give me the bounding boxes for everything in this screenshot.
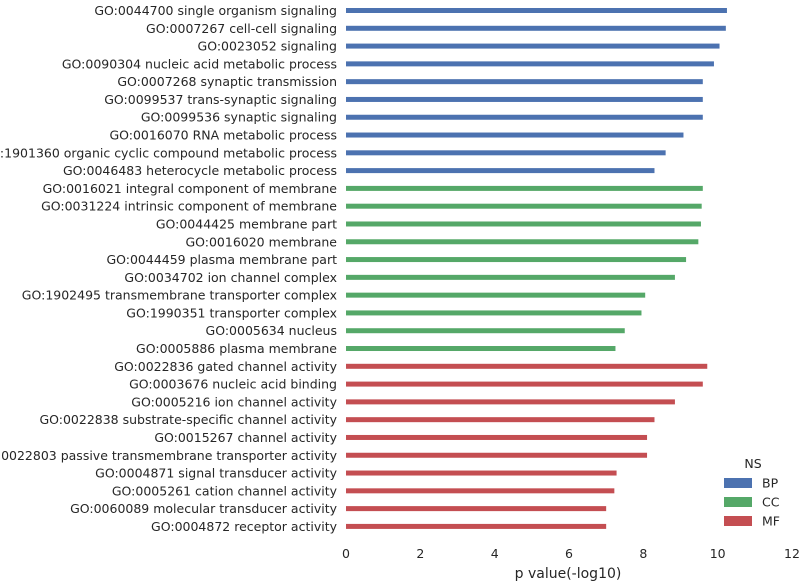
category-label: GO:0044459 plasma membrane part xyxy=(106,252,337,267)
legend-swatch xyxy=(724,516,752,526)
category-label: GO:0004872 receptor activity xyxy=(151,519,338,534)
bar-cc xyxy=(346,328,625,334)
category-label: GO:0031224 intrinsic component of membra… xyxy=(41,199,337,214)
bar-cc xyxy=(346,346,616,352)
category-label: GO:0022838 substrate-specific channel ac… xyxy=(39,412,337,427)
category-label: GO:1990351 transporter complex xyxy=(126,305,337,320)
bar-bp xyxy=(346,114,703,120)
bar-mf xyxy=(346,523,607,529)
bar-mf xyxy=(346,417,655,423)
legend-swatch xyxy=(724,497,752,507)
bar-bp xyxy=(346,132,684,138)
legend-swatch xyxy=(724,478,752,488)
bars-layer xyxy=(346,8,727,529)
bar-mf xyxy=(346,434,648,440)
legend: NS BP CC MF xyxy=(724,456,780,529)
x-axis-ticks: 0 2 4 6 8 10 12 xyxy=(342,546,800,561)
category-label: GO:0005261 cation channel activity xyxy=(112,483,338,498)
bar-mf xyxy=(346,506,607,512)
bar-bp xyxy=(346,43,720,49)
x-tick-label: 4 xyxy=(491,546,499,561)
category-label: GO:0023052 signaling xyxy=(198,39,337,54)
bar-cc xyxy=(346,274,675,280)
category-label: GO:0007267 cell-cell signaling xyxy=(146,21,337,36)
category-label: GO:0005216 ion channel activity xyxy=(131,394,337,409)
bar-mf xyxy=(346,470,617,476)
category-label: GO:0099537 trans-synaptic signaling xyxy=(104,92,337,107)
legend-entries: BP CC MF xyxy=(724,476,780,529)
x-tick-label: 0 xyxy=(342,546,350,561)
bar-mf xyxy=(346,381,703,387)
category-labels: GO:0044700 single organism signaling GO:0… xyxy=(0,3,338,534)
category-label: GO:0016020 membrane xyxy=(185,234,337,249)
category-label: GO:0099536 synaptic signaling xyxy=(141,110,337,125)
category-label: GO:0016070 RNA metabolic process xyxy=(109,128,337,143)
category-label: GO:0016021 integral component of membran… xyxy=(43,181,338,196)
x-tick-label: 8 xyxy=(639,546,647,561)
category-label: GO:0003676 nucleic acid binding xyxy=(129,377,337,392)
bar-cc xyxy=(346,257,687,263)
category-label: GO:1901360 organic cyclic compound metab… xyxy=(0,145,337,160)
bar-cc xyxy=(346,239,699,245)
bar-cc xyxy=(346,310,642,316)
bar-mf xyxy=(346,363,708,369)
x-tick-label: 12 xyxy=(784,546,800,561)
legend-label: MF xyxy=(762,514,780,529)
bar-bp xyxy=(346,96,703,102)
category-label: GO:0007268 synaptic transmission xyxy=(117,74,337,89)
category-label: GO:0022803 passive transmembrane transpo… xyxy=(0,448,338,463)
category-label: GO:0022836 gated channel activity xyxy=(114,359,337,374)
bar-cc xyxy=(346,203,702,209)
category-label: GO:0044700 single organism signaling xyxy=(94,3,337,18)
category-label: GO:0015267 channel activity xyxy=(154,430,337,445)
category-label: GO:0046483 heterocycle metabolic process xyxy=(63,163,337,178)
category-label: GO:1902495 transmembrane transporter com… xyxy=(22,288,337,303)
category-label: GO:0044425 membrane part xyxy=(156,216,337,231)
bar-cc xyxy=(346,185,703,191)
category-label: GO:0034702 ion channel complex xyxy=(124,270,337,285)
bar-cc xyxy=(346,292,646,298)
x-tick-label: 6 xyxy=(565,546,573,561)
bar-bp xyxy=(346,25,726,31)
bar-bp xyxy=(346,61,714,67)
x-tick-label: 10 xyxy=(710,546,726,561)
bar-mf xyxy=(346,488,615,494)
x-tick-label: 2 xyxy=(416,546,424,561)
legend-label: CC xyxy=(762,495,780,510)
x-axis-title: p value(-log10) xyxy=(515,566,622,582)
legend-label: BP xyxy=(762,476,779,491)
legend-title: NS xyxy=(744,456,761,471)
bar-bp xyxy=(346,168,655,174)
bar-bp xyxy=(346,79,703,85)
category-label: GO:0005886 plasma membrane xyxy=(136,341,337,356)
category-label: GO:0004871 signal transducer activity xyxy=(95,466,337,481)
bar-mf xyxy=(346,399,675,405)
category-label: GO:0060089 molecular transducer activity xyxy=(70,501,338,516)
category-label: GO:0090304 nucleic acid metabolic proces… xyxy=(62,56,337,71)
category-label: GO:0005634 nucleus xyxy=(206,323,337,338)
bar-mf xyxy=(346,452,648,458)
bar-bp xyxy=(346,150,666,156)
bar-cc xyxy=(346,221,701,227)
bar-bp xyxy=(346,8,727,13)
